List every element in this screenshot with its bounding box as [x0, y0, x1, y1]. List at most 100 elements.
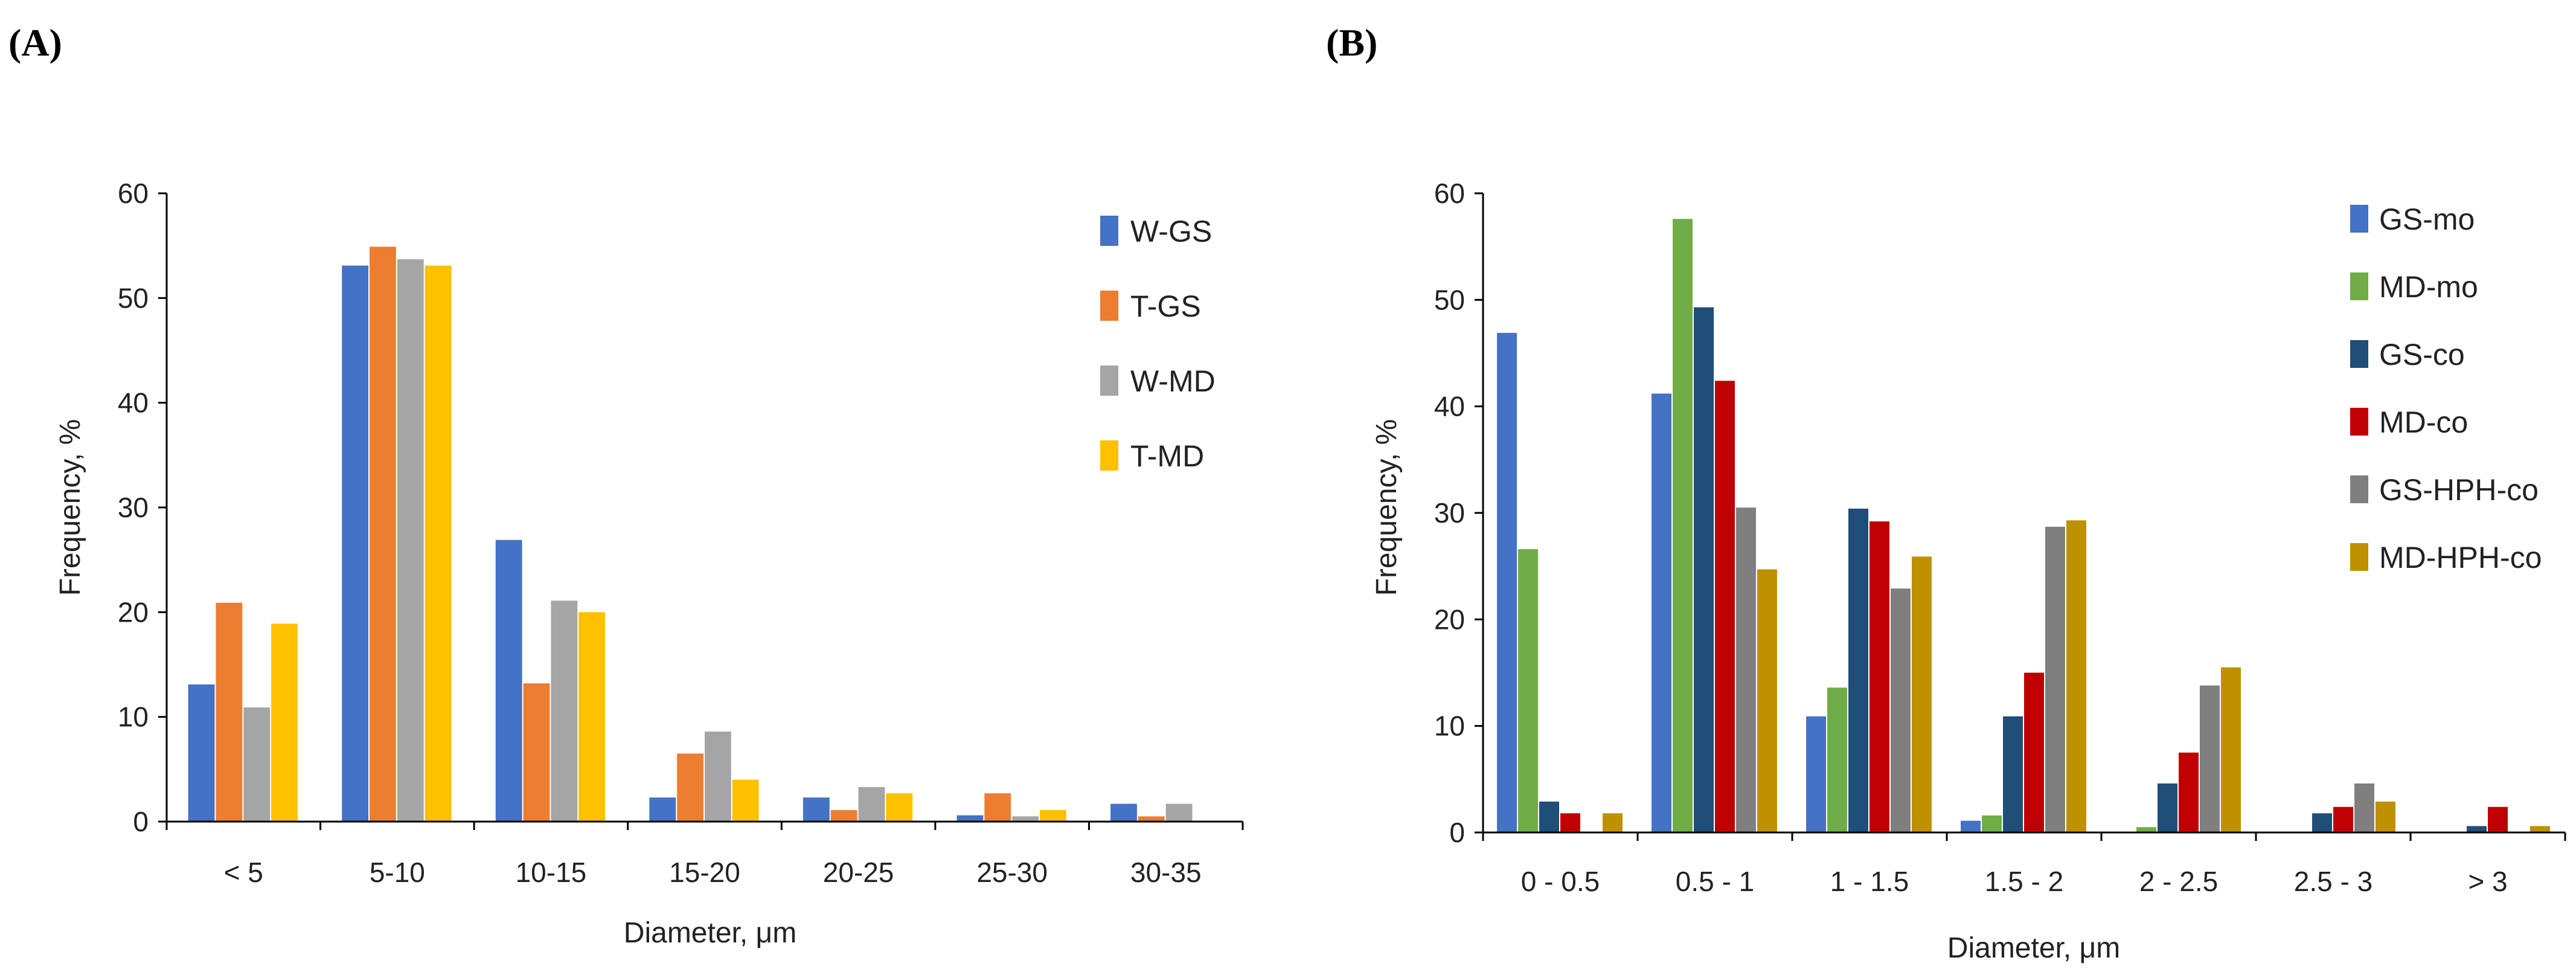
y-tick-label: 10 — [118, 701, 149, 733]
bar-t-gs-6 — [984, 793, 1011, 822]
x-tick-label: 25-30 — [976, 857, 1048, 888]
bar-w-md-5 — [858, 787, 885, 822]
bar-w-md-4 — [705, 731, 731, 822]
bar-t-md-3 — [578, 612, 606, 822]
bar-md-mo-5 — [2136, 827, 2157, 832]
x-tick-label: 20-25 — [823, 857, 894, 888]
bar-md-mo-2 — [1673, 219, 1693, 832]
bar-gs-mo-3 — [1806, 716, 1827, 832]
legend-label-md-mo: MD-mo — [2379, 270, 2478, 304]
chart-panel-b: (B) 0 10 20 30 40 50 60 0 - 0.5 0.5 - 1 1 - 1.5 1.… — [1326, 21, 2566, 964]
legend-b: GS-mo MD-mo GS-co MD-co GS-HPH-co MD-HPH-co — [2350, 202, 2542, 575]
bar-gs-hph-co-5 — [2199, 685, 2220, 832]
legend-a: W-GS T-GS W-MD T-MD — [1100, 214, 1216, 473]
legend-swatch-md-hph-co — [2350, 543, 2368, 571]
bar-w-md-1 — [243, 707, 271, 822]
legend-swatch-gs-mo — [2350, 205, 2368, 233]
bar-md-hph-co-5 — [2220, 667, 2241, 832]
bar-t-gs-5 — [830, 810, 857, 822]
y-tick-label: 30 — [1434, 497, 1465, 529]
bar-w-md-3 — [551, 600, 578, 822]
bar-md-co-4 — [2024, 672, 2044, 832]
chart-panel-a: (A) 0 10 20 30 40 50 60 < 5 5-10 10-15 15-20 20-25 2… — [8, 21, 1244, 949]
bar-md-hph-co-1 — [1602, 813, 1623, 832]
bar-t-gs-2 — [370, 246, 396, 822]
y-tick-label: 40 — [118, 387, 149, 419]
legend-label-gs-co: GS-co — [2379, 338, 2465, 372]
bar-gs-hph-co-2 — [1735, 507, 1756, 832]
bar-gs-mo-2 — [1652, 393, 1672, 832]
y-tick-label: 30 — [118, 492, 149, 523]
bar-md-mo-4 — [1982, 815, 2002, 832]
x-axis-title-b: Diameter, μm — [1947, 932, 2120, 964]
y-tick-label: 0 — [133, 806, 149, 837]
plot-area-a: 0 10 20 30 40 50 60 < 5 5-10 10-15 15-20 20-25 25-30… — [118, 178, 1244, 888]
bar-gs-hph-co-3 — [1890, 588, 1911, 832]
y-tick-label: 10 — [1434, 710, 1465, 742]
bar-md-co-5 — [2179, 752, 2199, 832]
bar-t-md-2 — [425, 265, 452, 822]
panel-label-a: (A) — [8, 21, 62, 64]
bar-t-md-6 — [1039, 810, 1066, 822]
bar-gs-co-7 — [2467, 826, 2487, 832]
bar-gs-mo-4 — [1961, 820, 1981, 832]
legend-label-t-gs: T-GS — [1130, 289, 1201, 323]
legend-label-w-md: W-MD — [1130, 364, 1216, 398]
bar-w-md-6 — [1012, 816, 1039, 822]
x-tick-label: 2.5 - 3 — [2294, 866, 2373, 897]
bar-md-co-7 — [2488, 806, 2508, 832]
x-tick-label: 2 - 2.5 — [2139, 866, 2218, 897]
bar-md-co-3 — [1870, 521, 1889, 832]
legend-swatch-t-gs — [1100, 291, 1118, 321]
legend-label-md-hph-co: MD-HPH-co — [2379, 541, 2542, 575]
bar-gs-co-4 — [2003, 716, 2023, 832]
legend-label-w-gs: W-GS — [1130, 214, 1212, 248]
legend-label-md-co: MD-co — [2379, 405, 2468, 439]
legend-swatch-w-md — [1100, 365, 1118, 396]
bar-w-md-2 — [397, 259, 424, 822]
y-axis-title-a: Frequency, % — [54, 419, 86, 596]
x-tick-label: < 5 — [224, 857, 263, 888]
bar-md-co-2 — [1715, 381, 1735, 832]
legend-label-t-md: T-MD — [1130, 439, 1204, 473]
x-tick-label: > 3 — [2468, 866, 2507, 897]
bar-md-hph-co-6 — [2375, 801, 2395, 832]
bar-md-mo-1 — [1518, 549, 1539, 832]
legend-swatch-md-co — [2350, 408, 2368, 436]
bar-md-hph-co-2 — [1757, 569, 1777, 832]
panel-label-b: (B) — [1326, 21, 1377, 64]
bar-md-hph-co-3 — [1911, 556, 1932, 832]
bar-t-gs-3 — [523, 683, 550, 822]
bar-gs-hph-co-6 — [2354, 783, 2374, 832]
bar-w-md-7 — [1165, 803, 1193, 822]
x-tick-label: 15-20 — [669, 857, 740, 888]
x-tick-label: 5-10 — [370, 857, 425, 888]
x-tick-label: 10-15 — [516, 857, 587, 888]
y-tick-label: 40 — [1434, 391, 1465, 422]
bar-t-gs-4 — [677, 753, 703, 822]
bar-gs-mo-1 — [1497, 332, 1517, 832]
bar-w-gs-1 — [188, 684, 215, 822]
plot-area-b: 0 10 20 30 40 50 60 0 - 0.5 0.5 - 1 1 - 1.5 1.5 - … — [1434, 178, 2566, 897]
legend-swatch-gs-hph-co — [2350, 475, 2368, 503]
bar-t-md-1 — [271, 623, 298, 822]
x-tick-label: 1.5 - 2 — [1985, 866, 2063, 897]
bar-t-gs-7 — [1138, 816, 1165, 822]
y-tick-label: 50 — [118, 282, 149, 314]
x-tick-label: 0 - 0.5 — [1521, 866, 1600, 897]
bar-gs-co-6 — [2312, 813, 2332, 832]
legend-label-gs-hph-co: GS-HPH-co — [2379, 473, 2539, 507]
x-tick-label: 0.5 - 1 — [1676, 866, 1754, 897]
y-tick-label: 20 — [118, 596, 149, 628]
y-tick-label: 60 — [1434, 178, 1465, 209]
bar-gs-co-1 — [1539, 801, 1559, 832]
bar-gs-hph-co-4 — [2045, 526, 2065, 832]
legend-swatch-t-md — [1100, 440, 1118, 471]
x-axis-title-a: Diameter, μm — [624, 917, 796, 949]
legend-swatch-w-gs — [1100, 216, 1118, 246]
bar-md-co-6 — [2333, 806, 2353, 832]
bar-w-gs-2 — [342, 265, 369, 822]
legend-label-gs-mo: GS-mo — [2379, 202, 2475, 236]
bar-w-gs-6 — [956, 815, 984, 822]
